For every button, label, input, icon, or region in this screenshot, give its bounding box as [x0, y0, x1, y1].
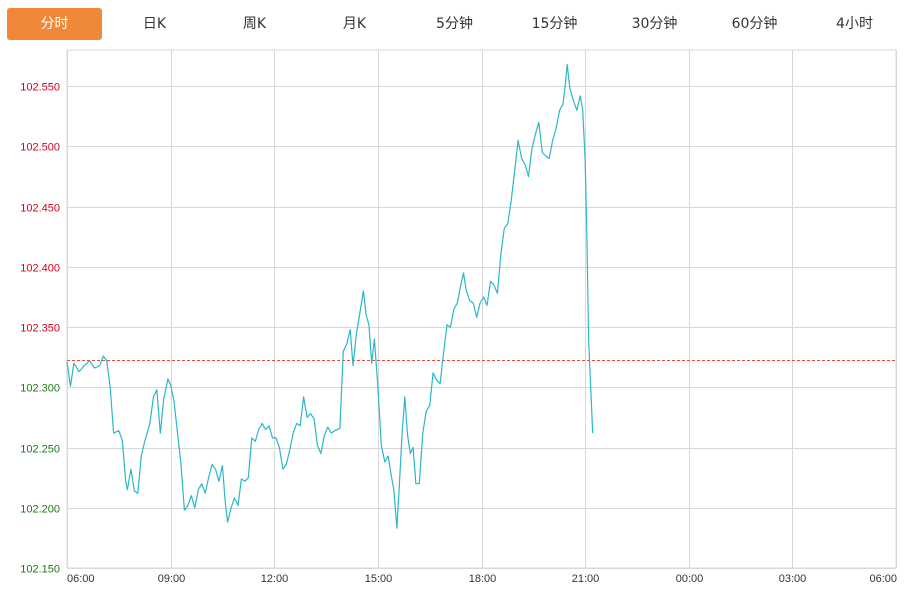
tab-5-minute[interactable]: 5分钟 [436, 16, 473, 32]
x-tick-label: 06:00 [67, 573, 95, 585]
x-tick-label: 15:00 [365, 573, 393, 585]
x-tick-label: 03:00 [779, 573, 807, 585]
y-tick-label: 102.550 [20, 82, 60, 94]
tab-daily-k[interactable]: 日K [142, 16, 167, 32]
x-tick-label: 00:00 [676, 573, 704, 585]
period-tab-bar: 分时 日K 周K 月K 5分钟 15分钟 30分钟 60分钟 4小时 [0, 0, 908, 46]
y-tick-label: 102.250 [20, 444, 60, 456]
x-tick-label: 12:00 [261, 573, 289, 585]
y-tick-label: 102.500 [20, 142, 60, 154]
y-tick-label: 102.350 [20, 323, 60, 335]
y-tick-label: 102.450 [20, 203, 60, 215]
x-tick-label: 09:00 [158, 573, 186, 585]
tab-weekly-k[interactable]: 周K [242, 16, 267, 32]
y-tick-label: 102.400 [20, 263, 60, 275]
price-series-line [66, 63, 594, 529]
plot-frame [66, 49, 897, 569]
tab-30-minute[interactable]: 30分钟 [631, 16, 678, 32]
y-tick-label: 102.200 [20, 504, 60, 516]
x-tick-label: 18:00 [469, 573, 497, 585]
x-tick-label: 06:00 [869, 573, 897, 585]
x-tick-label: 21:00 [572, 573, 600, 585]
tab-60-minute[interactable]: 60分钟 [731, 16, 778, 32]
tab-timeshare[interactable]: 分时 [7, 8, 102, 40]
tab-monthly-k[interactable]: 月K [342, 16, 367, 32]
y-tick-label: 102.300 [20, 383, 60, 395]
tab-15-minute[interactable]: 15分钟 [531, 16, 578, 32]
tab-4-hour[interactable]: 4小时 [836, 16, 873, 32]
y-tick-label: 102.150 [20, 564, 60, 576]
